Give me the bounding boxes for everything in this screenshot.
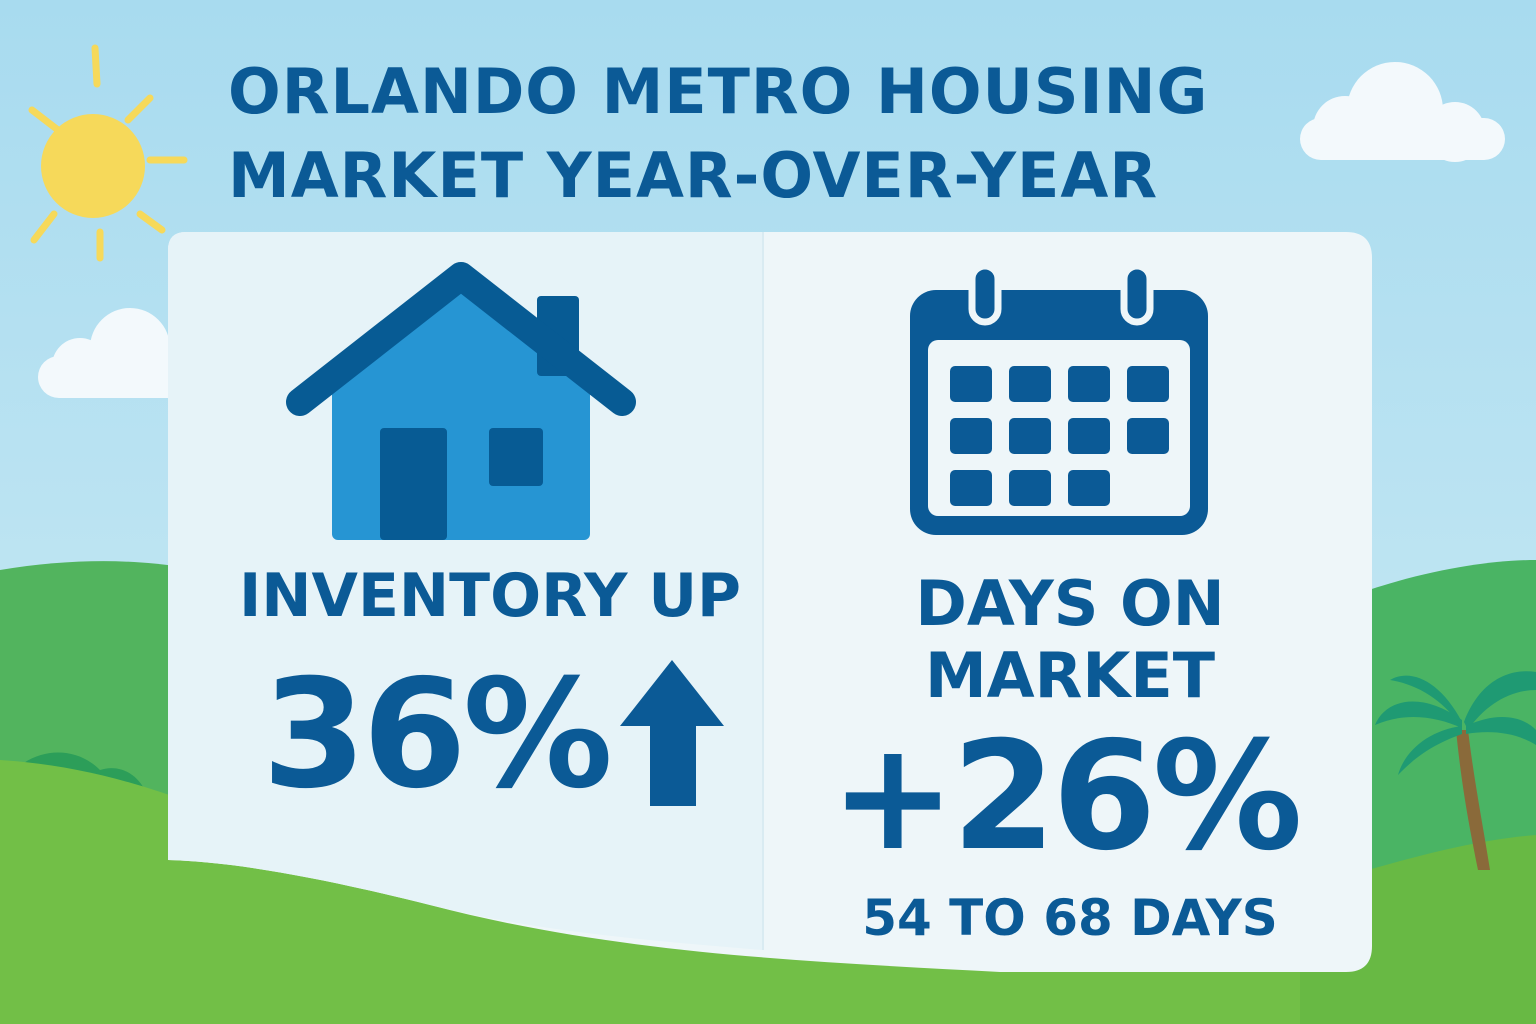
arrow-up-icon	[620, 660, 724, 806]
title-line-1: ORLANDO METRO HOUSING	[228, 55, 1209, 128]
days-on-market-label-line-1: DAYS ON	[915, 567, 1225, 640]
cloud-icon-right	[1300, 62, 1505, 162]
inventory-label: INVENTORY UP	[238, 561, 742, 631]
house-icon	[286, 262, 636, 540]
page-title: ORLANDO METRO HOUSING MARKET YEAR-OVER-Y…	[228, 50, 1348, 218]
days-on-market-label: DAYS ON MARKET	[780, 568, 1360, 712]
sun-icon	[28, 44, 188, 262]
days-on-market-value: +26%	[830, 710, 1303, 884]
title-line-2: MARKET YEAR-OVER-YEAR	[228, 139, 1159, 212]
days-on-market-label-line-2: MARKET	[924, 639, 1216, 712]
palm-tree-icon	[1375, 671, 1536, 870]
calendar-icon	[910, 262, 1208, 535]
inventory-value: 36%	[262, 648, 613, 822]
days-on-market-range: 54 TO 68 DAYS	[862, 889, 1278, 947]
